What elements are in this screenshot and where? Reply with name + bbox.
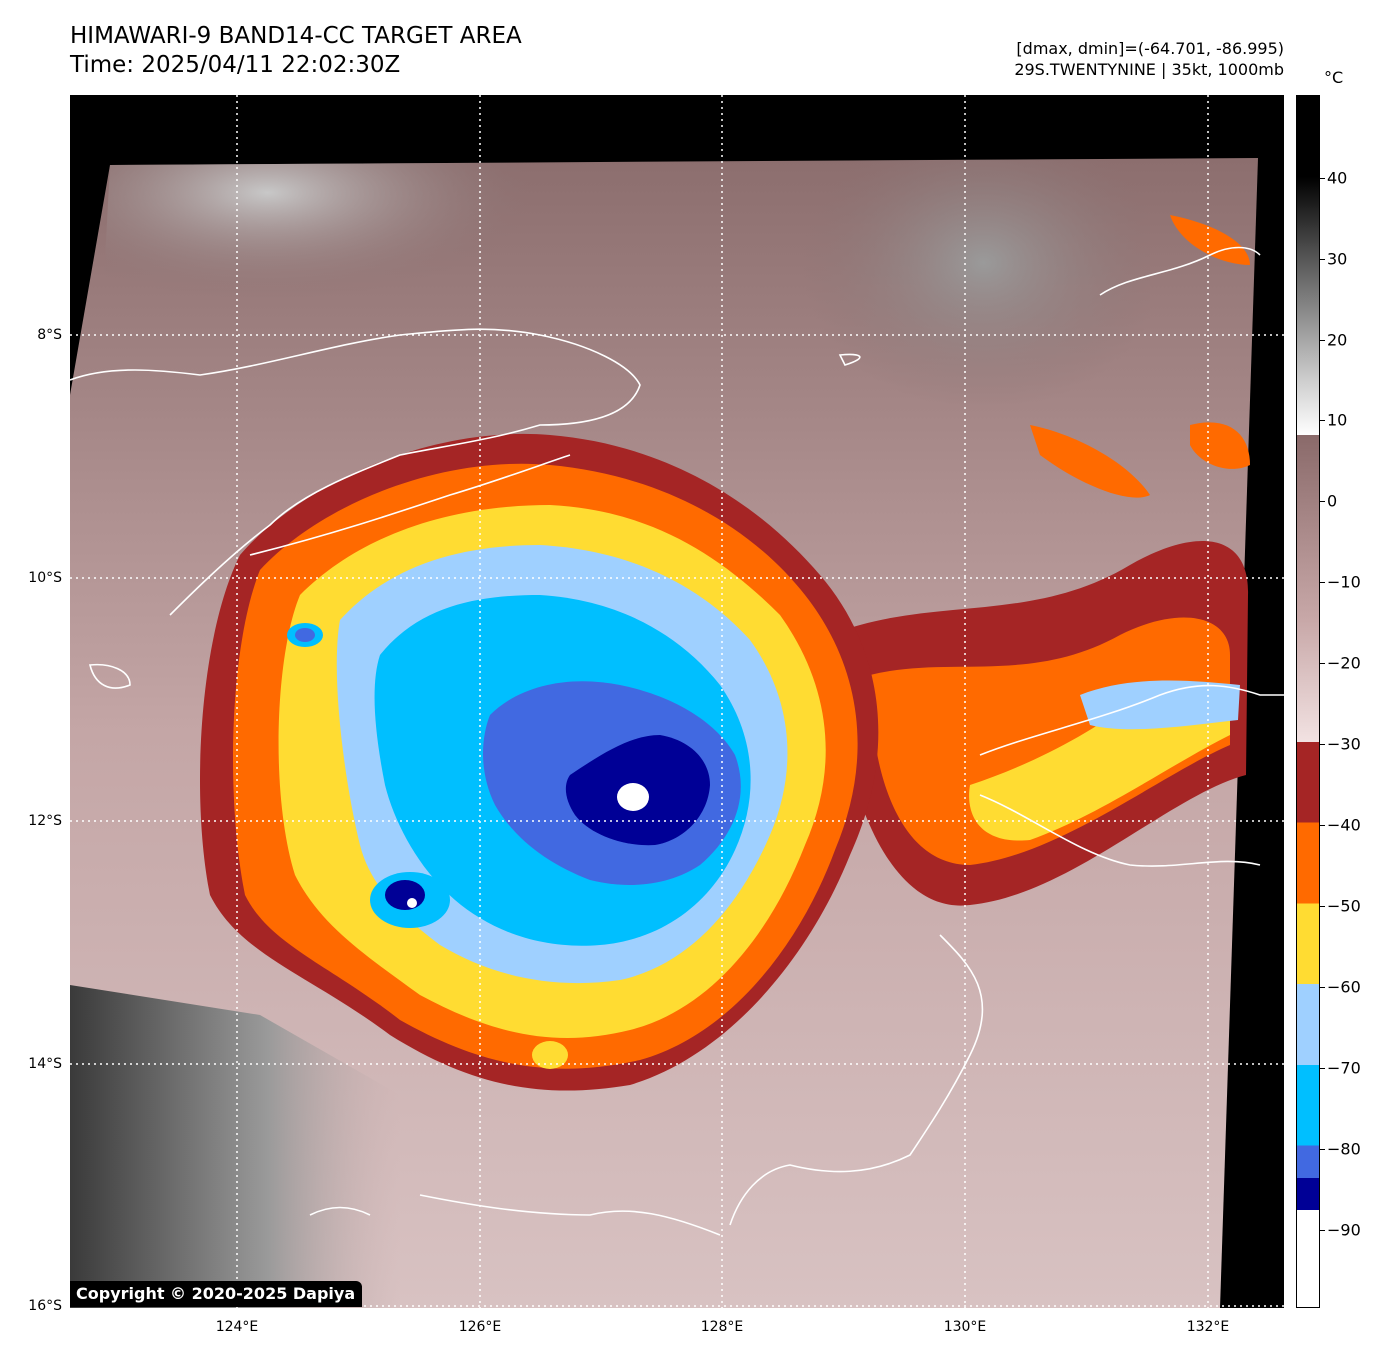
colorbar-tick bbox=[1320, 906, 1325, 907]
copyright-badge: Copyright © 2020-2025 Dapiya bbox=[70, 1281, 363, 1307]
satellite-map bbox=[70, 95, 1284, 1308]
colorbar-label-minus70: −70 bbox=[1327, 1058, 1361, 1078]
cloud-grey-northwest bbox=[100, 161, 770, 425]
lat-label-10s: 10°S bbox=[28, 570, 62, 586]
colorbar-tick bbox=[1320, 1068, 1325, 1069]
colorbar-label-minus60: −60 bbox=[1327, 977, 1361, 997]
colorbar-tick bbox=[1320, 178, 1325, 179]
colorbar-tick bbox=[1320, 420, 1325, 421]
colorbar-label-40: 40 bbox=[1327, 168, 1348, 188]
colorbar-label-minus10: −10 bbox=[1327, 572, 1361, 592]
colorbar-tick bbox=[1320, 987, 1325, 988]
lon-label-132e: 132°E bbox=[1186, 1319, 1230, 1335]
figure-title: HIMAWARI-9 BAND14-CC TARGET AREA Time: 2… bbox=[70, 22, 522, 80]
colorbar-tick bbox=[1320, 663, 1325, 664]
colorbar-label-minus40: −40 bbox=[1327, 815, 1361, 835]
lat-label-14s: 14°S bbox=[28, 1056, 62, 1072]
colorbar bbox=[1296, 95, 1320, 1308]
colorbar-label-minus20: −20 bbox=[1327, 653, 1361, 673]
colorbar-label-20: 20 bbox=[1327, 330, 1348, 350]
storm-info: [dmax, dmin]=(-64.701, -86.995) 29S.TWEN… bbox=[1014, 38, 1284, 80]
colorbar-tick bbox=[1320, 1149, 1325, 1150]
colorbar-tick bbox=[1320, 259, 1325, 260]
colorbar-label-0: 0 bbox=[1327, 491, 1338, 511]
coastlines bbox=[70, 246, 1284, 1236]
dmax-dmin-readout: [dmax, dmin]=(-64.701, -86.995) bbox=[1016, 39, 1284, 58]
colorbar-label-minus90: −90 bbox=[1327, 1220, 1361, 1240]
title-line-2: Time: 2025/04/11 22:02:30Z bbox=[70, 52, 401, 78]
colorbar-label-30: 30 bbox=[1327, 249, 1348, 269]
satellite-image bbox=[70, 95, 1284, 1308]
eastern-convective-band bbox=[830, 215, 1250, 906]
lon-label-124e: 124°E bbox=[215, 1319, 259, 1335]
lat-label-12s: 12°S bbox=[28, 813, 62, 829]
colorbar-tick bbox=[1320, 744, 1325, 745]
lat-label-16s: 16°S bbox=[28, 1298, 62, 1314]
colorbar-unit: °C bbox=[1324, 68, 1344, 87]
colorbar-label-minus30: −30 bbox=[1327, 734, 1361, 754]
colorbar-label-minus50: −50 bbox=[1327, 896, 1361, 916]
colorbar-tick bbox=[1320, 1230, 1325, 1231]
colorbar-label-minus80: −80 bbox=[1327, 1139, 1361, 1159]
lon-label-126e: 126°E bbox=[458, 1319, 502, 1335]
gridlines bbox=[70, 95, 1284, 1308]
central-dense-overcast bbox=[200, 433, 879, 1091]
colorbar-tick bbox=[1320, 340, 1325, 341]
storm-name-intensity: 29S.TWENTYNINE | 35kt, 1000mb bbox=[1014, 60, 1284, 79]
colorbar-tick bbox=[1320, 582, 1325, 583]
cloud-grey-northeast bbox=[630, 159, 1150, 575]
cloud-grey-southwest bbox=[70, 985, 400, 1308]
lon-label-130e: 130°E bbox=[943, 1319, 987, 1335]
title-line-1: HIMAWARI-9 BAND14-CC TARGET AREA bbox=[70, 23, 522, 49]
colorbar-label-10: 10 bbox=[1327, 410, 1348, 430]
colorbar-tick bbox=[1320, 825, 1325, 826]
colorbar-tick bbox=[1320, 501, 1325, 502]
lat-label-8s: 8°S bbox=[37, 327, 62, 343]
lon-label-128e: 128°E bbox=[700, 1319, 744, 1335]
